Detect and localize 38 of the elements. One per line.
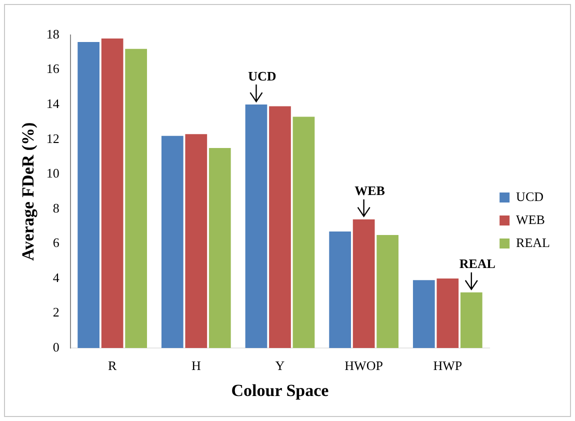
bar xyxy=(292,116,315,348)
x-tick-label: H xyxy=(191,358,201,374)
bar xyxy=(78,42,100,348)
y-tick-label: 0 xyxy=(52,339,60,354)
x-tick-label: R xyxy=(108,358,117,374)
y-tick-label: 4 xyxy=(52,270,60,285)
y-axis-title: Average FDeR (%) xyxy=(18,122,38,261)
y-tick-label: 2 xyxy=(52,304,60,320)
bar xyxy=(245,104,268,348)
bar xyxy=(376,234,398,348)
bar xyxy=(125,48,147,348)
bar xyxy=(101,38,124,348)
legend-label: WEB xyxy=(516,212,546,227)
x-tick-label: Y xyxy=(275,358,286,374)
bar xyxy=(269,106,291,348)
x-axis-title: Colour Space xyxy=(231,381,330,400)
y-tick-label: 14 xyxy=(46,96,60,111)
y-tick-label: 12 xyxy=(46,130,60,146)
annotation: UCD xyxy=(248,68,276,84)
x-tick-label: HWOP xyxy=(344,358,383,374)
annotation: REAL xyxy=(459,256,496,272)
legend-label: UCD xyxy=(516,188,544,204)
annotation: WEB xyxy=(354,183,386,198)
y-tick-label: 18 xyxy=(46,26,60,42)
bar xyxy=(436,278,459,348)
bar xyxy=(329,231,351,348)
x-tick-label: HWP xyxy=(433,358,462,374)
bar xyxy=(185,134,208,348)
y-tick-label: 10 xyxy=(46,166,60,181)
legend-label: REAL xyxy=(516,234,550,250)
y-tick-label: 16 xyxy=(46,61,60,76)
bar xyxy=(352,219,375,348)
bar xyxy=(460,292,482,348)
y-tick-label: 8 xyxy=(52,200,60,216)
bar xyxy=(208,148,231,348)
bar xyxy=(412,280,435,348)
y-tick-label: 6 xyxy=(52,235,60,250)
bar xyxy=(161,136,184,348)
